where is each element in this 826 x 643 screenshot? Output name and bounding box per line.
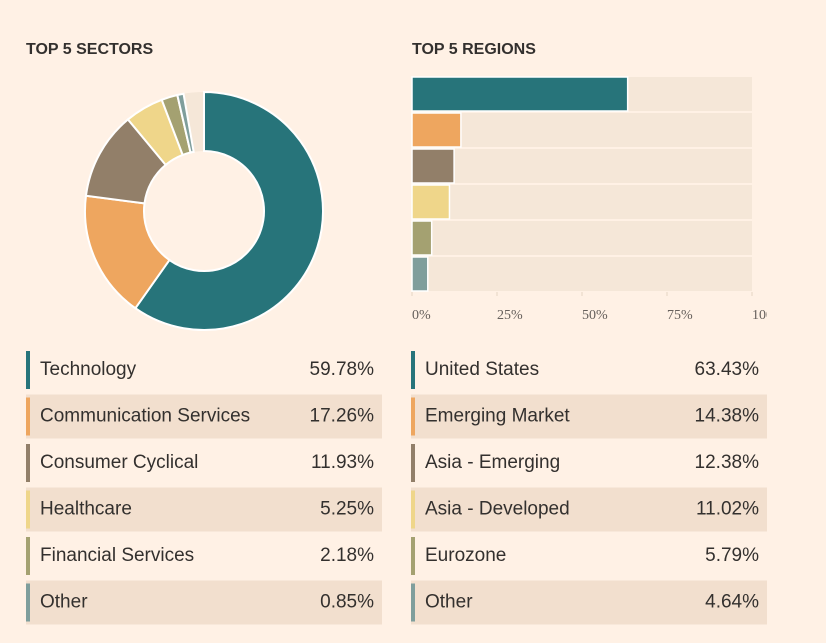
bar bbox=[411, 76, 629, 112]
legend-swatch bbox=[26, 444, 30, 482]
legend-value: 0.85% bbox=[320, 592, 374, 613]
x-tick-label: 75% bbox=[667, 308, 693, 323]
legend-swatch bbox=[411, 397, 415, 436]
legend-swatch bbox=[26, 397, 30, 436]
x-tick-label: 50% bbox=[582, 308, 608, 323]
legend-label: Emerging Market bbox=[425, 406, 570, 427]
donut-segment bbox=[133, 90, 324, 331]
bar bbox=[411, 256, 429, 292]
legend-swatch bbox=[411, 351, 415, 389]
legend-label: Technology bbox=[40, 359, 137, 380]
legend-swatch bbox=[26, 537, 30, 575]
bar-track bbox=[412, 149, 752, 183]
legend-swatch bbox=[411, 583, 415, 622]
legend-swatch bbox=[26, 351, 30, 389]
legend-value: 63.43% bbox=[695, 359, 760, 380]
bar bbox=[411, 148, 455, 184]
legend-value: 14.38% bbox=[695, 406, 760, 427]
bar bbox=[411, 184, 451, 220]
bar bbox=[411, 112, 462, 148]
legend-label: Financial Services bbox=[40, 545, 194, 566]
legend-value: 12.38% bbox=[695, 452, 760, 473]
row-background bbox=[26, 487, 382, 532]
legend-value: 59.78% bbox=[310, 359, 375, 380]
legend-swatch bbox=[411, 490, 415, 529]
legend-value: 11.02% bbox=[696, 499, 759, 520]
legend-value: 17.26% bbox=[310, 406, 375, 427]
legend-label: Eurozone bbox=[425, 545, 506, 566]
row-background bbox=[411, 394, 767, 439]
legend-swatch bbox=[26, 583, 30, 622]
bar-track bbox=[412, 221, 752, 255]
bar-track bbox=[412, 257, 752, 291]
row-background bbox=[411, 487, 767, 532]
legend-label: Asia - Developed bbox=[425, 499, 570, 520]
legend-value: 5.25% bbox=[320, 499, 374, 520]
bar-track bbox=[412, 113, 752, 147]
legend-label: Consumer Cyclical bbox=[40, 452, 198, 473]
bar bbox=[411, 220, 433, 256]
legend-label: Healthcare bbox=[40, 499, 132, 520]
x-axis: 0% 25% 50% 75% 100% bbox=[411, 292, 785, 323]
row-background bbox=[26, 394, 382, 439]
legend-swatch bbox=[411, 444, 415, 482]
legend-value: 11.93% bbox=[311, 452, 374, 473]
row-background bbox=[411, 580, 767, 625]
legend-value: 2.18% bbox=[320, 545, 374, 566]
legend-label: Other bbox=[425, 592, 473, 613]
bar-track bbox=[412, 185, 752, 219]
legend-value: 4.64% bbox=[705, 592, 759, 613]
sectors-title: TOP 5 SECTORS bbox=[26, 41, 153, 58]
x-tick-label: 0% bbox=[412, 308, 431, 323]
row-background bbox=[26, 580, 382, 625]
legend-label: Communication Services bbox=[40, 406, 250, 427]
legend-label: Asia - Emerging bbox=[425, 452, 560, 473]
donut-segment bbox=[176, 92, 195, 154]
legend-label: United States bbox=[425, 359, 539, 380]
legend-label: Other bbox=[40, 592, 88, 613]
legend-swatch bbox=[411, 537, 415, 575]
x-tick-label: 100% bbox=[752, 308, 785, 323]
legend-swatch bbox=[26, 490, 30, 529]
x-tick-label: 25% bbox=[497, 308, 523, 323]
legend-value: 5.79% bbox=[705, 545, 759, 566]
regions-title: TOP 5 REGIONS bbox=[412, 41, 536, 58]
